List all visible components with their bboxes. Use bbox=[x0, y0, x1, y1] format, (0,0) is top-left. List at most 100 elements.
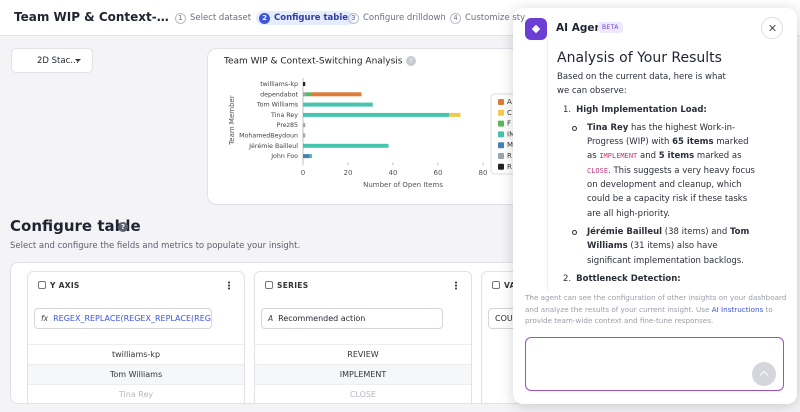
text: The agent can see the configuration of o… bbox=[525, 293, 787, 314]
bar-segment bbox=[303, 133, 306, 138]
bar-segment bbox=[303, 92, 306, 97]
agent-response: Analysis of Your Results Based on the cu… bbox=[547, 40, 787, 290]
text: marked as bbox=[587, 137, 749, 162]
agent-footer: The agent can see the configuration of o… bbox=[525, 292, 789, 327]
table-row: Tina Rey bbox=[28, 384, 244, 403]
legend-label: F bbox=[507, 120, 511, 128]
field-text: COU bbox=[495, 314, 513, 323]
text: (31 items) also have significant impleme… bbox=[587, 241, 744, 266]
step-separator: › bbox=[338, 11, 342, 21]
bar-segment bbox=[303, 154, 310, 159]
item-number: 2. bbox=[563, 273, 572, 284]
column-menu[interactable] bbox=[455, 281, 457, 290]
y-tick-label: Tom Williams bbox=[256, 102, 298, 109]
bar-segment bbox=[449, 112, 461, 117]
field-text: REGEX_REPLACE(REGEX_REPLACE(REG bbox=[53, 314, 211, 323]
bold-text: 65 items bbox=[672, 137, 714, 148]
legend-label: IM bbox=[507, 130, 515, 138]
section-title: Configure table bbox=[10, 217, 141, 235]
y-tick-label: Prez85 bbox=[277, 122, 298, 129]
x-tick-label: 80 bbox=[479, 169, 488, 177]
chart-card: Team WIP & Context-Switching Analysis? Te… bbox=[207, 48, 520, 205]
text: (38 items) and bbox=[662, 226, 730, 237]
step-number: 1 bbox=[175, 12, 186, 24]
bold-text: Tom Williams bbox=[587, 226, 750, 252]
bar-segment bbox=[312, 92, 362, 97]
legend-swatch bbox=[498, 142, 504, 149]
legend-swatch bbox=[498, 99, 504, 105]
y-tick-label: MohamedBeydoun bbox=[239, 133, 298, 140]
legend-label: R bbox=[507, 163, 512, 171]
close-button[interactable] bbox=[761, 17, 783, 39]
text: marked as bbox=[694, 151, 742, 162]
column-icon bbox=[265, 281, 273, 289]
legend-label: C bbox=[507, 109, 512, 117]
response-intro: Based on the current data, here is what … bbox=[557, 72, 726, 97]
legend-label: R bbox=[507, 152, 512, 160]
list-item: 1. High Implementation Load: bbox=[557, 103, 737, 117]
step-number: 4 bbox=[450, 12, 461, 24]
beta-badge: BETA bbox=[598, 22, 623, 33]
item-number: 1. bbox=[563, 104, 572, 115]
code-text: CLOSE bbox=[587, 166, 609, 175]
table-row: REVIEW bbox=[255, 344, 471, 364]
step-label: Select dataset bbox=[190, 13, 252, 23]
column-header: SERIES bbox=[277, 281, 309, 290]
step[interactable]: 3 Configure drilldown bbox=[348, 11, 446, 25]
field-input[interactable]: fx REGEX_REPLACE(REGEX_REPLACE(REG bbox=[34, 308, 212, 329]
field-input[interactable]: COU bbox=[488, 308, 519, 329]
field-text: Recommended action bbox=[278, 314, 366, 323]
legend-swatch bbox=[498, 153, 504, 159]
table-column: Y AXIS fx REGEX_REPLACE(REGEX_REPLACE(REG t… bbox=[27, 271, 245, 403]
text: has the highest Work-in-Progress (WIP) w… bbox=[587, 122, 736, 148]
chart: Team WIP & Context-Switching Analysis ? Te… bbox=[223, 56, 519, 189]
field-prefix: fx bbox=[41, 314, 49, 323]
legend-swatch bbox=[498, 120, 504, 127]
ai-panel: AI Agent BETA Analysis of Your Results B… bbox=[513, 8, 797, 404]
help-icon[interactable]: ? bbox=[118, 222, 128, 232]
link-text: AI Instructions bbox=[711, 304, 764, 314]
field-input[interactable]: A Recommended action bbox=[261, 308, 443, 329]
y-tick-label: Jérémie Bailleul bbox=[248, 142, 298, 150]
step-separator: › bbox=[248, 11, 252, 21]
step[interactable]: 4 Customize sty bbox=[450, 11, 525, 25]
bar-segment bbox=[303, 123, 306, 128]
x-tick-label: 0 bbox=[301, 169, 305, 177]
bar-segment bbox=[303, 112, 450, 117]
step-number: 3 bbox=[348, 12, 359, 24]
step[interactable]: 2 Configure table bbox=[256, 11, 355, 25]
step-label: Configure table bbox=[274, 13, 349, 23]
step-label: Customize sty bbox=[465, 13, 526, 23]
section-subtitle: Select and configure the fields and metr… bbox=[10, 241, 301, 251]
y-axis-title: Team Member bbox=[228, 95, 236, 146]
text: to provide team-wide context and fine-tu… bbox=[525, 304, 773, 326]
y-tick-label: twilliams-kp bbox=[260, 81, 298, 88]
chart-title: Team WIP & Context-Switching Analysis bbox=[223, 57, 403, 67]
send-button[interactable] bbox=[752, 362, 776, 386]
item-title: Bottleneck Detection: bbox=[576, 273, 681, 284]
y-tick-label: dependabot bbox=[260, 91, 298, 98]
step[interactable]: 1 Select dataset bbox=[175, 11, 251, 25]
text: and bbox=[637, 151, 659, 162]
table-row: twilliams-kp bbox=[28, 344, 244, 364]
table-row: CLOSE bbox=[255, 384, 471, 403]
bold-text: Tina Rey bbox=[587, 122, 629, 133]
response-list: 1. High Implementation Load: Tina Rey has … bbox=[557, 103, 787, 290]
app-title: Team WIP & Context-… bbox=[14, 10, 169, 24]
agent-icon bbox=[525, 18, 547, 40]
legend-swatch bbox=[498, 163, 504, 170]
bullet: Jérémie Bailleul (38 items) and Tom Will… bbox=[557, 225, 757, 268]
bar-segment bbox=[303, 143, 389, 148]
column-menu[interactable] bbox=[228, 281, 230, 290]
x-tick-label: 40 bbox=[389, 169, 398, 177]
bar-segment bbox=[305, 92, 312, 97]
chart-type-button[interactable]: 2D Stac… bbox=[11, 48, 93, 73]
code-text: IMPLEMENT bbox=[599, 152, 638, 161]
field-prefix: A bbox=[268, 314, 274, 323]
legend-swatch bbox=[498, 109, 504, 116]
step-label: Configure drilldown bbox=[363, 13, 446, 23]
column-header: VA bbox=[504, 281, 516, 290]
agent-input[interactable] bbox=[525, 337, 784, 391]
table-row: Tom Williams bbox=[28, 364, 244, 384]
